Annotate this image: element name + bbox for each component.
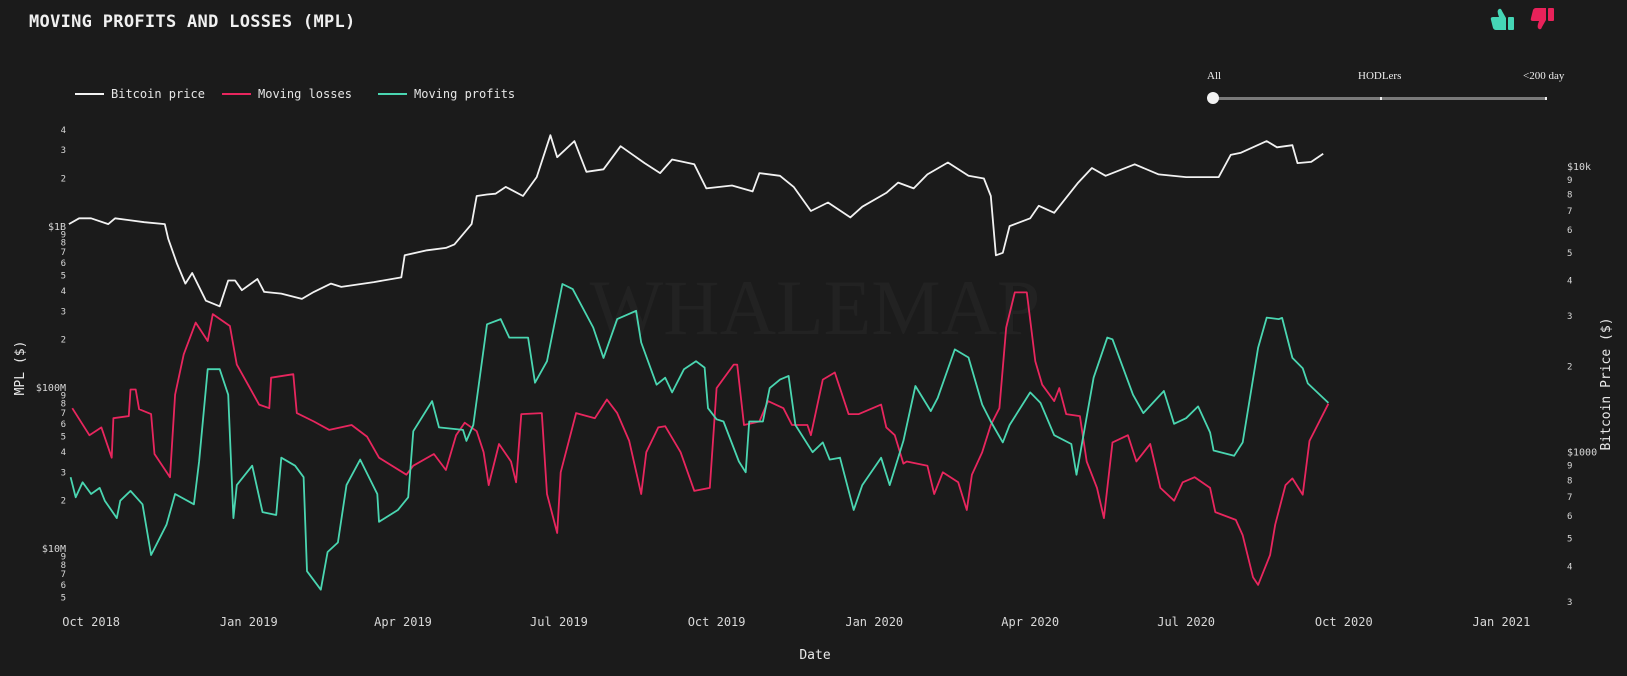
legend-label: Moving profits — [414, 87, 516, 101]
y-tick-right-label: 3 — [1567, 598, 1572, 608]
cohort-slider-thumb[interactable] — [1207, 92, 1219, 104]
thumbs-up-button[interactable] — [1489, 6, 1515, 32]
watermark-logo: WHALEMAP — [590, 264, 1041, 351]
x-tick-label: Oct 2019 — [688, 615, 746, 629]
x-tick-label: Jul 2019 — [530, 615, 588, 629]
y-tick-left-label: 9 — [61, 391, 66, 401]
y-tick-right-label: 8 — [1567, 190, 1572, 200]
y-tick-left-label: 4 — [61, 287, 66, 297]
y-tick-left-label: 7 — [61, 409, 66, 419]
y-tick-left-label: 4 — [61, 126, 66, 136]
y-tick-left-label: 9 — [61, 553, 66, 563]
y-tick-left-label: 8 — [61, 400, 66, 410]
y-axis-left-title: MPL ($) — [13, 341, 28, 396]
legend-swatch — [378, 93, 407, 95]
y-tick-left-label: 5 — [61, 433, 66, 443]
y-tick-left-label: 3 — [61, 307, 66, 317]
y-tick-right-label: 8 — [1567, 476, 1572, 486]
y-tick-left-label: 7 — [61, 570, 66, 580]
slider-tick — [1380, 97, 1382, 100]
y-tick-left-label: 4 — [61, 448, 66, 458]
y-tick-left-label: 3 — [61, 146, 66, 156]
slider-label-200-day[interactable]: <200 day — [1523, 70, 1565, 82]
series-line-bitcoin-price — [68, 134, 1324, 308]
x-tick-label: Jul 2020 — [1157, 615, 1215, 629]
y-tick-right-label: 7 — [1567, 207, 1572, 217]
y-tick-left-label: 3 — [61, 468, 66, 478]
series-group — [68, 134, 1330, 591]
y-tick-left-label: 6 — [61, 581, 66, 591]
y-tick-left-label: 8 — [61, 239, 66, 249]
y-tick-right-label: 9 — [1567, 462, 1572, 472]
y-tick-left-label: 2 — [61, 175, 66, 185]
y-tick-left-label: 9 — [61, 230, 66, 240]
legend-bitcoin-price[interactable]: Bitcoin price — [75, 87, 205, 101]
y-axis-right: $10k 9 8 7 6 5 4 3 2 $1000 9 8 7 6 5 4 3 — [1567, 162, 1597, 608]
thumbs-up-icon — [1490, 8, 1514, 30]
y-tick-right-label: 6 — [1567, 512, 1572, 522]
y-tick-left-label: 8 — [61, 561, 66, 571]
legend-swatch — [75, 93, 104, 95]
y-tick-right-label: 6 — [1567, 226, 1572, 236]
y-tick-right-label: 2 — [1567, 363, 1572, 373]
y-tick-left-label: 6 — [61, 259, 66, 269]
x-tick-label: Jan 2021 — [1473, 615, 1531, 629]
cohort-slider-track[interactable] — [1213, 97, 1546, 100]
y-tick-left-label: 2 — [61, 497, 66, 507]
x-axis-title: Date — [799, 648, 830, 663]
y-tick-left-label: 7 — [61, 248, 66, 258]
y-tick-right-label: 7 — [1567, 493, 1572, 503]
y-tick-right-label: $1000 — [1567, 448, 1597, 459]
x-tick-label: Oct 2020 — [1315, 615, 1373, 629]
legend-swatch — [222, 93, 251, 95]
y-tick-left-label: $10M — [42, 544, 66, 555]
slider-label-all[interactable]: All — [1207, 70, 1222, 82]
y-axis-right-title: Bitcoin Price ($) — [1599, 317, 1614, 450]
thumbs-down-icon — [1530, 8, 1554, 30]
x-tick-label: Jan 2019 — [220, 615, 278, 629]
slider-label-hodlers[interactable]: HODLers — [1358, 70, 1402, 82]
y-tick-right-label: $10k — [1567, 162, 1591, 173]
y-tick-right-label: 5 — [1567, 249, 1572, 259]
x-tick-label: Apr 2020 — [1001, 615, 1059, 629]
x-tick-label: Apr 2019 — [374, 615, 432, 629]
legend-label: Bitcoin price — [111, 87, 205, 101]
y-tick-left-label: $1B — [48, 222, 66, 233]
y-tick-left-label: 5 — [61, 594, 66, 604]
y-tick-right-label: 3 — [1567, 312, 1572, 322]
y-tick-left-label: 2 — [61, 336, 66, 346]
x-tick-label: Jan 2020 — [845, 615, 903, 629]
y-tick-right-label: 4 — [1567, 276, 1572, 286]
y-tick-left-label: 5 — [61, 272, 66, 282]
page-title: MOVING PROFITS AND LOSSES (MPL) — [29, 12, 356, 32]
y-tick-right-label: 5 — [1567, 535, 1572, 545]
x-tick-label: Oct 2018 — [62, 615, 120, 629]
y-tick-right-label: 4 — [1567, 562, 1572, 572]
legend-moving-profits[interactable]: Moving profits — [378, 87, 515, 101]
y-tick-left-label: $100M — [36, 383, 66, 394]
thumbs-down-button[interactable] — [1529, 6, 1555, 32]
y-tick-right-label: 9 — [1567, 176, 1572, 186]
series-line-moving-losses — [71, 291, 1330, 586]
series-line-moving-profits — [69, 283, 1330, 591]
legend-moving-losses[interactable]: Moving losses — [222, 87, 352, 101]
y-tick-left-label: 6 — [61, 420, 66, 430]
slider-tick — [1545, 97, 1547, 100]
x-axis: Oct 2018 Jan 2019 Apr 2019 Jul 2019 Oct 2019… — [62, 615, 1530, 629]
legend-label: Moving losses — [258, 87, 352, 101]
